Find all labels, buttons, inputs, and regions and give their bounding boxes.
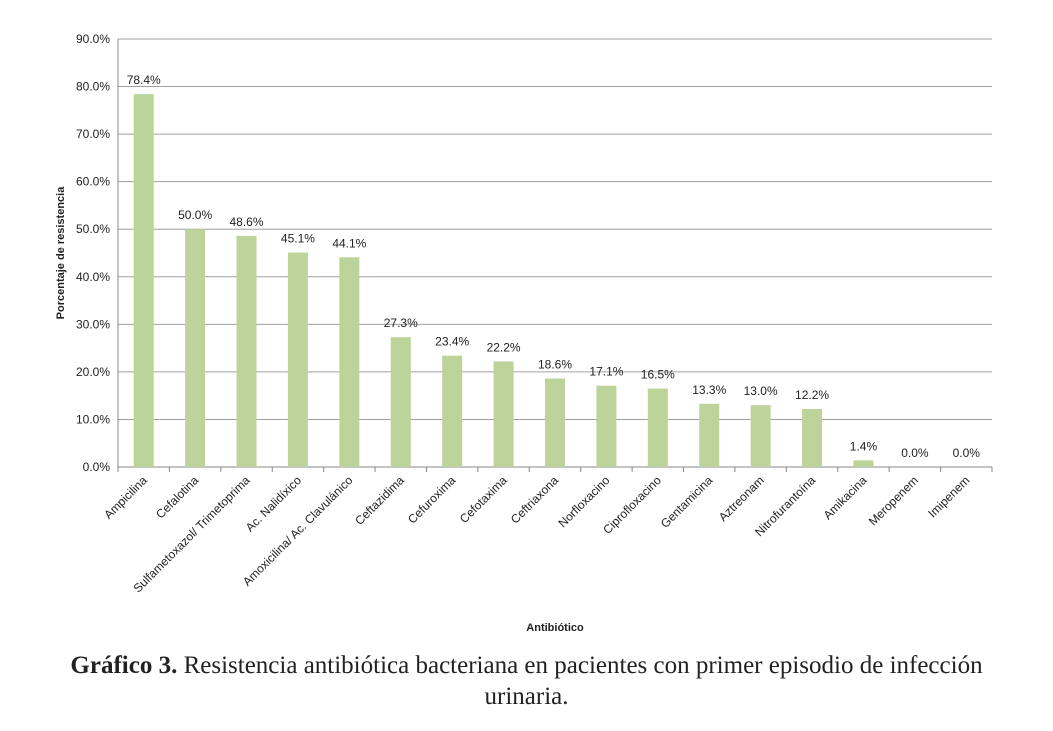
x-tick-label: Ceftazidima bbox=[352, 473, 407, 528]
x-tick-label: Aztreonam bbox=[716, 473, 767, 524]
data-label: 45.1% bbox=[281, 232, 315, 246]
bar bbox=[853, 460, 874, 467]
bar bbox=[699, 403, 720, 467]
data-label: 18.6% bbox=[538, 358, 572, 372]
y-tick-label: 80.0% bbox=[76, 80, 110, 94]
gridlines bbox=[117, 38, 993, 472]
x-tick-label: Cefalotina bbox=[153, 473, 201, 521]
bar bbox=[185, 229, 206, 467]
y-tick-label: 90.0% bbox=[76, 32, 110, 46]
y-tick-label: 40.0% bbox=[76, 270, 110, 284]
y-tick-label: 70.0% bbox=[76, 127, 110, 141]
bars bbox=[133, 94, 874, 468]
x-tick-label: Amikacina bbox=[821, 473, 870, 522]
bar bbox=[133, 94, 154, 468]
x-tick-label: Gentamicina bbox=[658, 473, 716, 531]
x-tick-label: Norfloxacino bbox=[555, 473, 612, 530]
data-label: 13.0% bbox=[744, 384, 778, 398]
y-axis-ticks: 0.0% 10.0% 20.0% 30.0% 40.0% 50.0% 60.0% 70.0% 8… bbox=[76, 32, 110, 474]
bar bbox=[287, 252, 308, 467]
data-label: 12.2% bbox=[795, 388, 829, 402]
data-label: 48.6% bbox=[230, 215, 264, 229]
caption-number: Gráfico 3. bbox=[70, 652, 178, 679]
bar bbox=[493, 361, 514, 467]
data-label: 50.0% bbox=[178, 208, 212, 222]
y-axis-label: Porcentaje de resistencia bbox=[55, 186, 67, 320]
x-axis-label: Antibiótico bbox=[526, 622, 584, 634]
x-tick-label: Ampicilina bbox=[101, 473, 150, 522]
x-tick-label: Meropenem bbox=[866, 473, 921, 528]
bar bbox=[596, 385, 617, 467]
bar bbox=[442, 355, 463, 467]
x-tick-label: Ceftriaxona bbox=[508, 473, 562, 527]
figure-caption: Gráfico 3. Resistencia antibiótica bacte… bbox=[40, 650, 1013, 712]
data-label: 17.1% bbox=[589, 365, 623, 379]
data-labels: 78.4% 50.0% 48.6% 45.1% 44.1% 27.3% 23.4% 22.2%… bbox=[127, 73, 981, 460]
bar bbox=[339, 257, 360, 467]
y-tick-label: 50.0% bbox=[76, 222, 110, 236]
data-label: 27.3% bbox=[384, 316, 418, 330]
data-label: 22.2% bbox=[487, 340, 521, 354]
y-tick-label: 0.0% bbox=[83, 460, 111, 474]
data-label: 44.1% bbox=[332, 236, 366, 250]
chart: 78.4% 50.0% 48.6% 45.1% 44.1% 27.3% 23.4% 22.2%… bbox=[55, 32, 993, 634]
x-tick-label: Cefuroxima bbox=[405, 473, 459, 527]
bar bbox=[802, 408, 823, 467]
y-tick-label: 30.0% bbox=[76, 317, 110, 331]
y-tick-label: 60.0% bbox=[76, 175, 110, 189]
data-label: 23.4% bbox=[435, 335, 469, 349]
data-label: 78.4% bbox=[127, 73, 161, 87]
x-tick-label: Cefotaxima bbox=[457, 473, 510, 526]
data-label: 16.5% bbox=[641, 368, 675, 382]
data-label: 1.4% bbox=[850, 439, 878, 453]
y-tick-label: 10.0% bbox=[76, 412, 110, 426]
y-tick-label: 20.0% bbox=[76, 365, 110, 379]
x-tick-label: Amoxicilina/ Ac. Clavulánico bbox=[240, 473, 356, 589]
data-label: 0.0% bbox=[901, 446, 929, 460]
data-label: 0.0% bbox=[953, 446, 981, 460]
bar bbox=[236, 235, 257, 467]
x-tick-label: Imipenem bbox=[925, 473, 972, 520]
bar bbox=[545, 378, 565, 467]
bar-chart: 78.4% 50.0% 48.6% 45.1% 44.1% 27.3% 23.4% 22.2%… bbox=[55, 32, 993, 634]
bar bbox=[750, 405, 771, 467]
caption-text: Resistencia antibiótica bacteriana en pa… bbox=[177, 652, 983, 710]
data-label: 13.3% bbox=[692, 383, 726, 397]
bar bbox=[390, 337, 411, 467]
bar bbox=[647, 388, 668, 467]
